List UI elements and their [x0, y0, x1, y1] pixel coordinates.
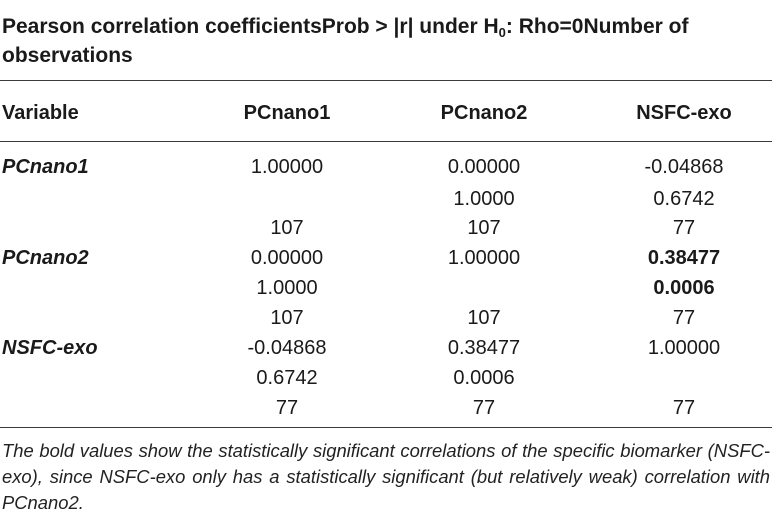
cell-n: 77	[472, 397, 496, 419]
cell-r: -0.04868	[247, 337, 327, 359]
row-label-nsfc-exo: NSFC-exo	[2, 337, 98, 359]
header-pcnano2: PCnano2	[440, 102, 528, 124]
cell-n: 107	[270, 217, 304, 239]
cell-p: 1.0000	[453, 188, 515, 210]
cell-n: 77	[672, 397, 696, 419]
table-row: 1.0000 0.6742	[0, 183, 772, 215]
table-title: Pearson correlation coefficientsProb > |…	[2, 12, 742, 70]
header-pcnano1: PCnano1	[243, 102, 331, 124]
cell-p: 0.0006	[453, 367, 515, 389]
cell-n: 77	[275, 397, 299, 419]
top-rule	[0, 80, 772, 81]
title-text-part2: : Rho=0Number of observations	[2, 15, 689, 67]
cell-p: 0.6742	[256, 367, 318, 389]
cell-p-significant: 0.0006	[653, 277, 715, 299]
cell-r: -0.04868	[644, 156, 724, 178]
header-rule	[0, 141, 772, 142]
cell-r: 1.00000	[647, 337, 721, 359]
row-label-pcnano2: PCnano2	[2, 247, 89, 269]
table-row: 0.6742 0.0006	[0, 362, 772, 394]
table-row: 77 77 77	[0, 392, 772, 424]
bottom-rule	[0, 427, 772, 428]
row-label-pcnano1: PCnano1	[2, 156, 89, 178]
cell-p: 0.6742	[653, 188, 715, 210]
cell-n: 107	[467, 217, 501, 239]
cell-n: 77	[672, 217, 696, 239]
cell-r: 0.38477	[447, 337, 521, 359]
title-text-part1: Pearson correlation coefficientsProb > |…	[2, 15, 499, 38]
table-row: 107 107 77	[0, 212, 772, 244]
table-row: PCnano2 0.00000 1.00000 0.38477	[0, 242, 772, 274]
table-row: 1.0000 0.0006	[0, 272, 772, 304]
cell-r: 0.00000	[250, 247, 324, 269]
table-row: NSFC-exo -0.04868 0.38477 1.00000	[0, 332, 772, 364]
cell-r: 1.00000	[447, 247, 521, 269]
header-nsfc-exo: NSFC-exo	[636, 102, 732, 124]
table-row: 107 107 77	[0, 302, 772, 334]
cell-p: 1.0000	[256, 277, 318, 299]
title-subscript: 0	[498, 25, 506, 40]
table-row: PCnano1 1.00000 0.00000 -0.04868	[0, 151, 772, 183]
cell-n: 77	[672, 307, 696, 329]
cell-n: 107	[467, 307, 501, 329]
table-footnote: The bold values show the statistically s…	[2, 440, 770, 513]
cell-r: 0.00000	[447, 156, 521, 178]
cell-n: 107	[270, 307, 304, 329]
header-variable: Variable	[2, 102, 79, 124]
cell-r-significant: 0.38477	[647, 247, 721, 269]
cell-r: 1.00000	[250, 156, 324, 178]
